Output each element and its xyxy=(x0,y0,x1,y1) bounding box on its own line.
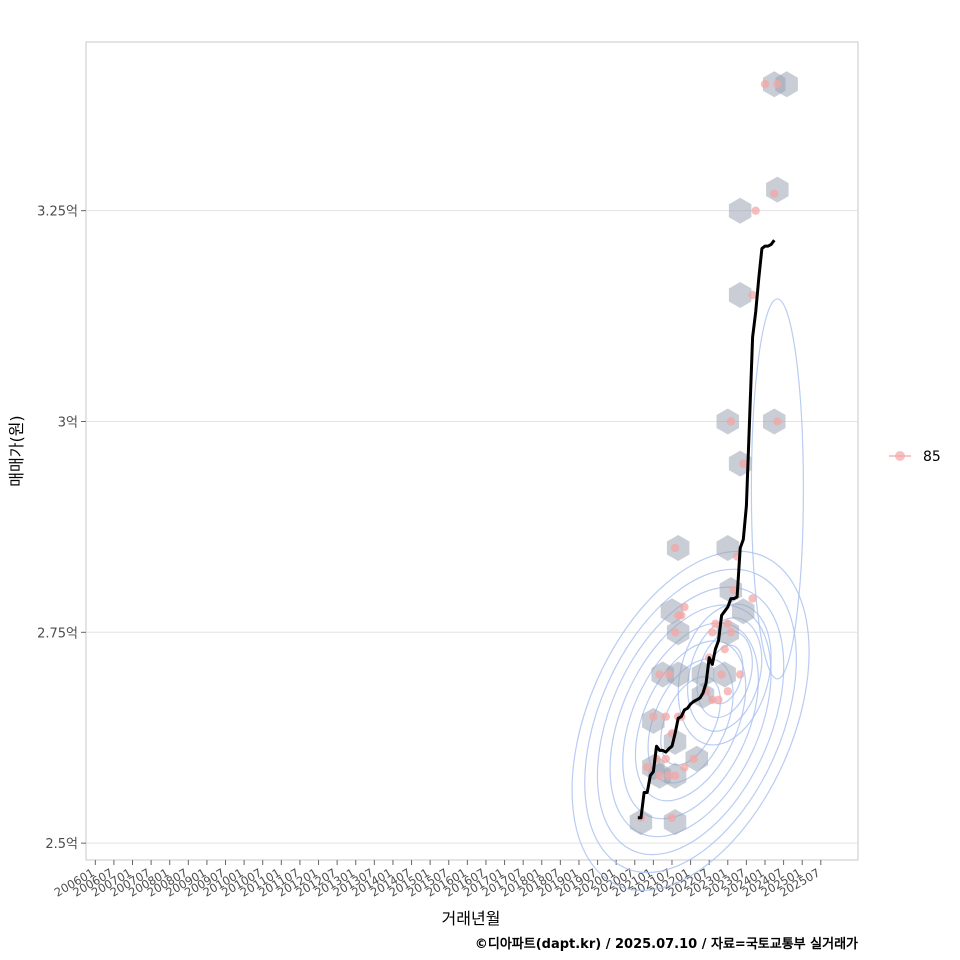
hexbin-cell xyxy=(728,282,752,308)
data-point xyxy=(661,754,670,764)
y-tick-label: 3.25억 xyxy=(37,205,78,220)
y-axis: 2.5억 2.75억 3억 3.25억 xyxy=(37,205,86,852)
hexbin-cell xyxy=(642,707,665,734)
data-point xyxy=(670,771,680,780)
density-contour xyxy=(571,550,810,892)
density-contour xyxy=(584,568,798,874)
trend-line-layer xyxy=(637,239,776,820)
data-point xyxy=(723,619,732,629)
data-point xyxy=(655,670,664,679)
data-point xyxy=(642,763,652,772)
data-point xyxy=(649,712,658,721)
data-point xyxy=(667,813,677,823)
y-tick-label: 2.5억 xyxy=(45,837,78,852)
data-point xyxy=(670,543,680,553)
hexbin-cell xyxy=(629,809,653,836)
data-point xyxy=(677,611,686,620)
y-axis-title: 매매가(원) xyxy=(7,415,26,486)
data-point xyxy=(655,771,664,780)
data-point xyxy=(708,628,717,637)
data-point xyxy=(760,79,770,89)
legend-label: 85 xyxy=(923,449,941,465)
data-point xyxy=(773,79,782,89)
caption: ©디아파트(dapt.kr) / 2025.07.10 / 자료=국토교통부 실… xyxy=(475,936,858,952)
data-point xyxy=(680,763,689,772)
hexbin-cell xyxy=(666,661,690,688)
data-point xyxy=(735,670,745,679)
data-point xyxy=(726,417,736,426)
data-point xyxy=(670,628,680,637)
density-contour xyxy=(596,586,785,856)
y-tick-label: 3억 xyxy=(58,415,78,430)
data-point xyxy=(714,695,723,704)
data-point xyxy=(751,206,760,215)
legend: 85 xyxy=(889,449,941,465)
y-tick-label: 2.75억 xyxy=(37,626,78,641)
data-point xyxy=(720,644,729,654)
hexbin-cell xyxy=(728,197,752,224)
legend-key-point xyxy=(895,451,905,461)
hexbin-cell xyxy=(732,598,755,625)
data-point xyxy=(717,670,726,679)
data-point xyxy=(726,628,736,637)
data-point xyxy=(748,594,757,603)
hexbin-cell xyxy=(775,71,798,98)
data-point xyxy=(723,687,732,696)
x-axis-title: 거래년월 xyxy=(442,909,501,928)
data-point xyxy=(689,754,698,764)
data-point xyxy=(711,619,720,629)
data-point xyxy=(748,290,757,300)
trend-line xyxy=(637,239,776,820)
data-point xyxy=(739,459,748,468)
data-point xyxy=(770,189,779,198)
plot-panel xyxy=(85,41,859,861)
data-point xyxy=(661,712,670,721)
data-point xyxy=(664,670,674,679)
data-point xyxy=(680,602,689,612)
data-point xyxy=(773,417,782,426)
data-point xyxy=(664,771,674,780)
data-point xyxy=(708,695,717,704)
density-contour xyxy=(750,298,804,680)
